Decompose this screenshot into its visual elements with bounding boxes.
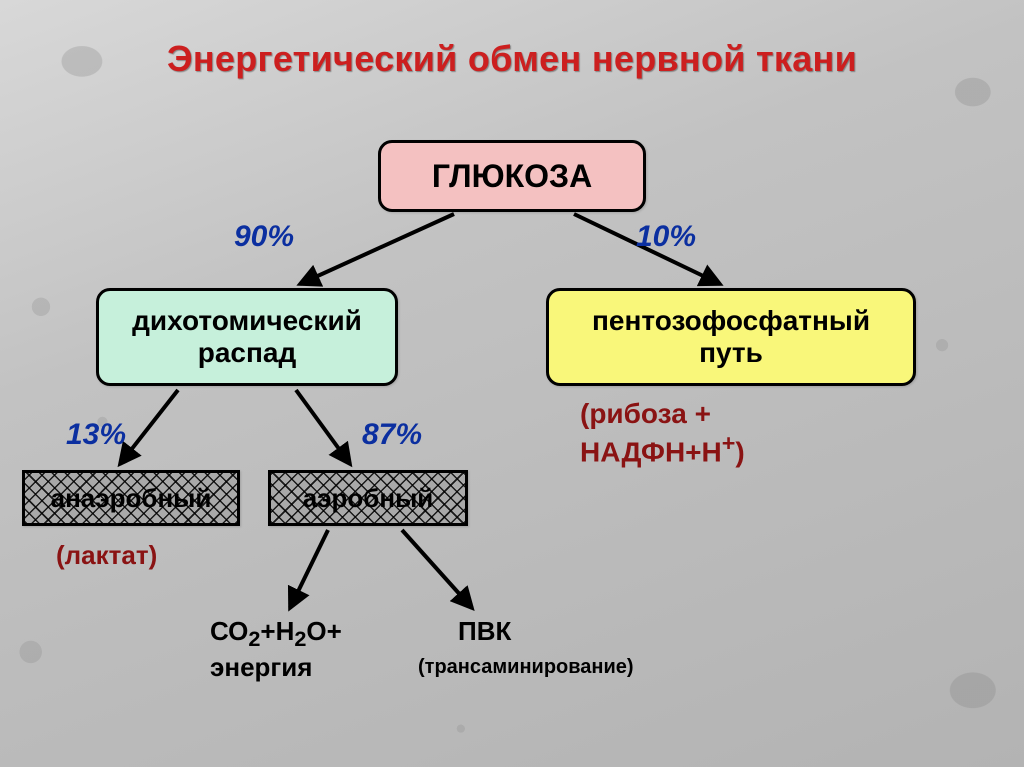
node-anaerobic: анаэробный <box>22 470 240 526</box>
annotation-co2: СО2+Н2О+энергия <box>210 616 420 683</box>
annotation-pvk: ПВК <box>458 616 511 647</box>
node-pentose: пентозофосфатныйпуть <box>546 288 916 386</box>
percent-90: 90% <box>234 220 294 254</box>
percent-13: 13% <box>66 418 126 452</box>
annotation-lactate: (лактат) <box>56 540 157 571</box>
page-title: Энергетический обмен нервной ткани <box>0 38 1024 80</box>
node-dichotomy: дихотомическийраспад <box>96 288 398 386</box>
node-glucose: ГЛЮКОЗА <box>378 140 646 212</box>
annotation-trans: (трансаминирование) <box>418 656 634 679</box>
node-aerobic: аэробный <box>268 470 468 526</box>
percent-10: 10% <box>636 220 696 254</box>
annotation-ribose: (рибоза +НАДФН+Н+) <box>580 398 900 468</box>
percent-87: 87% <box>362 418 422 452</box>
